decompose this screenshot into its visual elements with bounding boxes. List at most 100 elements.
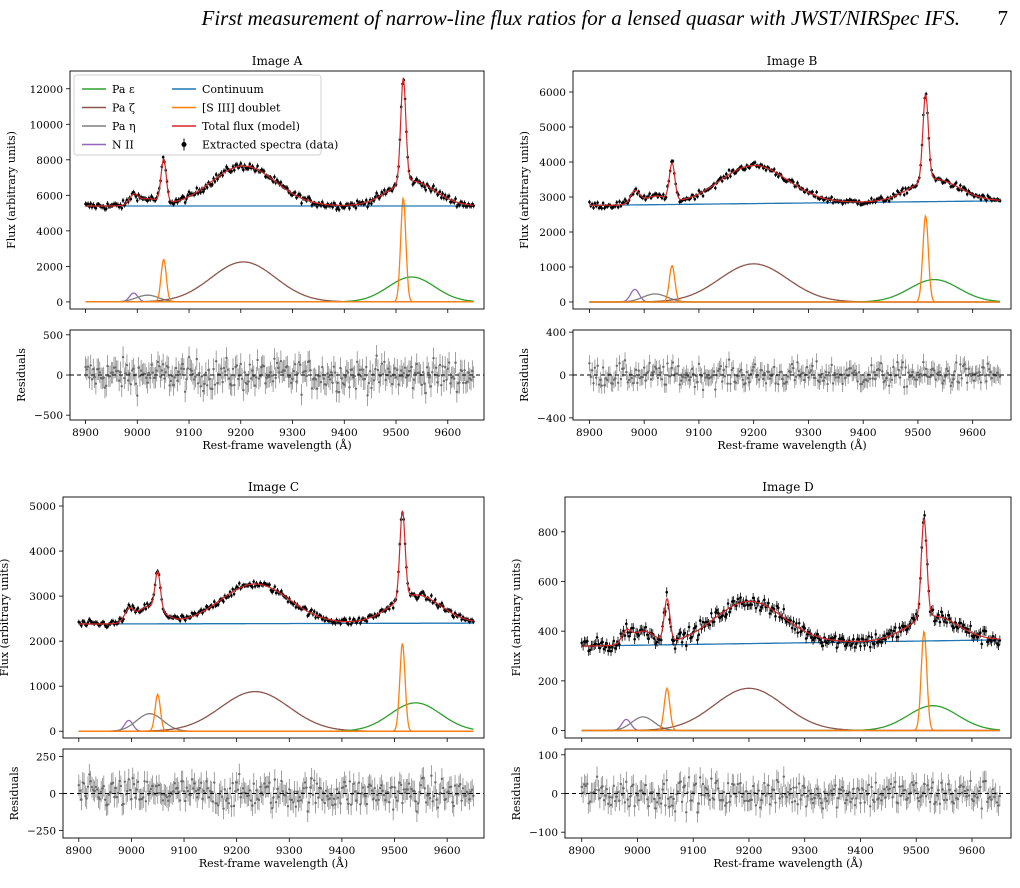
residual-point [608, 795, 611, 799]
residual-point [809, 369, 813, 372]
data-point [694, 625, 698, 628]
residual-point [873, 800, 876, 804]
residual-point [697, 802, 700, 805]
residual-point [990, 377, 994, 380]
x-tick-label: 9300 [279, 427, 306, 439]
data-point [203, 187, 206, 191]
data-point [712, 620, 716, 624]
residual-point [347, 802, 350, 805]
data-point [631, 626, 635, 630]
data-point [834, 635, 837, 638]
residual-point [820, 801, 823, 805]
y-tick-label: 4000 [29, 546, 56, 558]
data-point [734, 171, 738, 175]
residual-point [343, 383, 346, 386]
data-point [946, 614, 950, 617]
y-axis-label: Flux (arbitrary units) [5, 131, 18, 249]
data-point [613, 646, 617, 650]
residual-point [326, 372, 329, 375]
data-point [905, 191, 909, 195]
data-point [176, 201, 179, 204]
residual-points [77, 763, 475, 823]
residual-point [964, 367, 968, 371]
residual-point [751, 369, 754, 372]
data-point [247, 166, 250, 170]
residual-point [431, 371, 434, 374]
pa-zeta-line [589, 263, 1000, 303]
residual-point [626, 798, 629, 801]
data-point [434, 598, 437, 601]
data-point [314, 616, 317, 619]
residual-point [118, 779, 121, 783]
residual-point [923, 782, 926, 786]
data-point [637, 634, 641, 637]
residual-point [743, 799, 746, 803]
residual-point [469, 790, 473, 793]
residual-point [878, 368, 881, 372]
residual-point [419, 784, 423, 787]
residual-point [892, 365, 895, 369]
data-point [253, 585, 257, 588]
residual-point [979, 381, 983, 384]
residual-point [589, 375, 592, 379]
residual-point [619, 782, 622, 786]
residual-point [467, 792, 470, 795]
residual-point [648, 361, 651, 365]
x-tick-label: 9000 [631, 427, 658, 439]
residual-point [905, 798, 908, 801]
y-tick-label: 0 [56, 297, 63, 309]
data-point [726, 602, 730, 605]
residual-point [640, 789, 643, 792]
residual-point [345, 369, 349, 373]
residual-point [899, 794, 903, 798]
residual-point [384, 799, 387, 802]
data-point [634, 187, 638, 191]
residual-point [410, 365, 413, 369]
data-point [768, 612, 772, 615]
residual-point [644, 379, 647, 382]
y-tick-label: 400 [546, 327, 566, 339]
residual-point [227, 802, 230, 805]
residual-point [885, 376, 888, 380]
residual-point [655, 367, 658, 370]
residual-point [132, 367, 135, 370]
residual-point [834, 376, 837, 379]
residual-point [384, 378, 387, 382]
residual-point [103, 798, 107, 801]
data-point [312, 610, 316, 613]
residual-point [98, 798, 102, 801]
data-point [777, 175, 780, 178]
residual-point [752, 365, 755, 369]
residual-point [983, 374, 987, 377]
data-point [601, 201, 605, 205]
data-point [233, 168, 236, 172]
data-point [257, 584, 261, 588]
data-point [863, 644, 866, 647]
residual-point [860, 382, 864, 386]
residual-point [270, 807, 274, 810]
residual-point [270, 374, 274, 377]
data-point [430, 594, 433, 597]
residual-point [298, 796, 302, 799]
residual-point [128, 788, 132, 792]
residual-point [662, 365, 665, 369]
data-point [775, 604, 779, 608]
residual-point [89, 364, 92, 367]
data-point [618, 200, 621, 203]
residual-point [920, 374, 924, 377]
data-point [867, 635, 871, 638]
residual-point [618, 362, 621, 365]
data-point [884, 638, 887, 641]
residual-point [132, 782, 136, 786]
residual-point [168, 794, 171, 798]
data-point [697, 633, 701, 636]
residual-point [437, 374, 440, 377]
residual-point [874, 377, 877, 381]
residual-point [758, 806, 762, 809]
y-tick-label: 4000 [539, 157, 566, 169]
residual-point [407, 782, 411, 785]
residual-point [429, 385, 433, 388]
data-point [222, 600, 225, 603]
y-tick-label: 3000 [539, 192, 566, 204]
